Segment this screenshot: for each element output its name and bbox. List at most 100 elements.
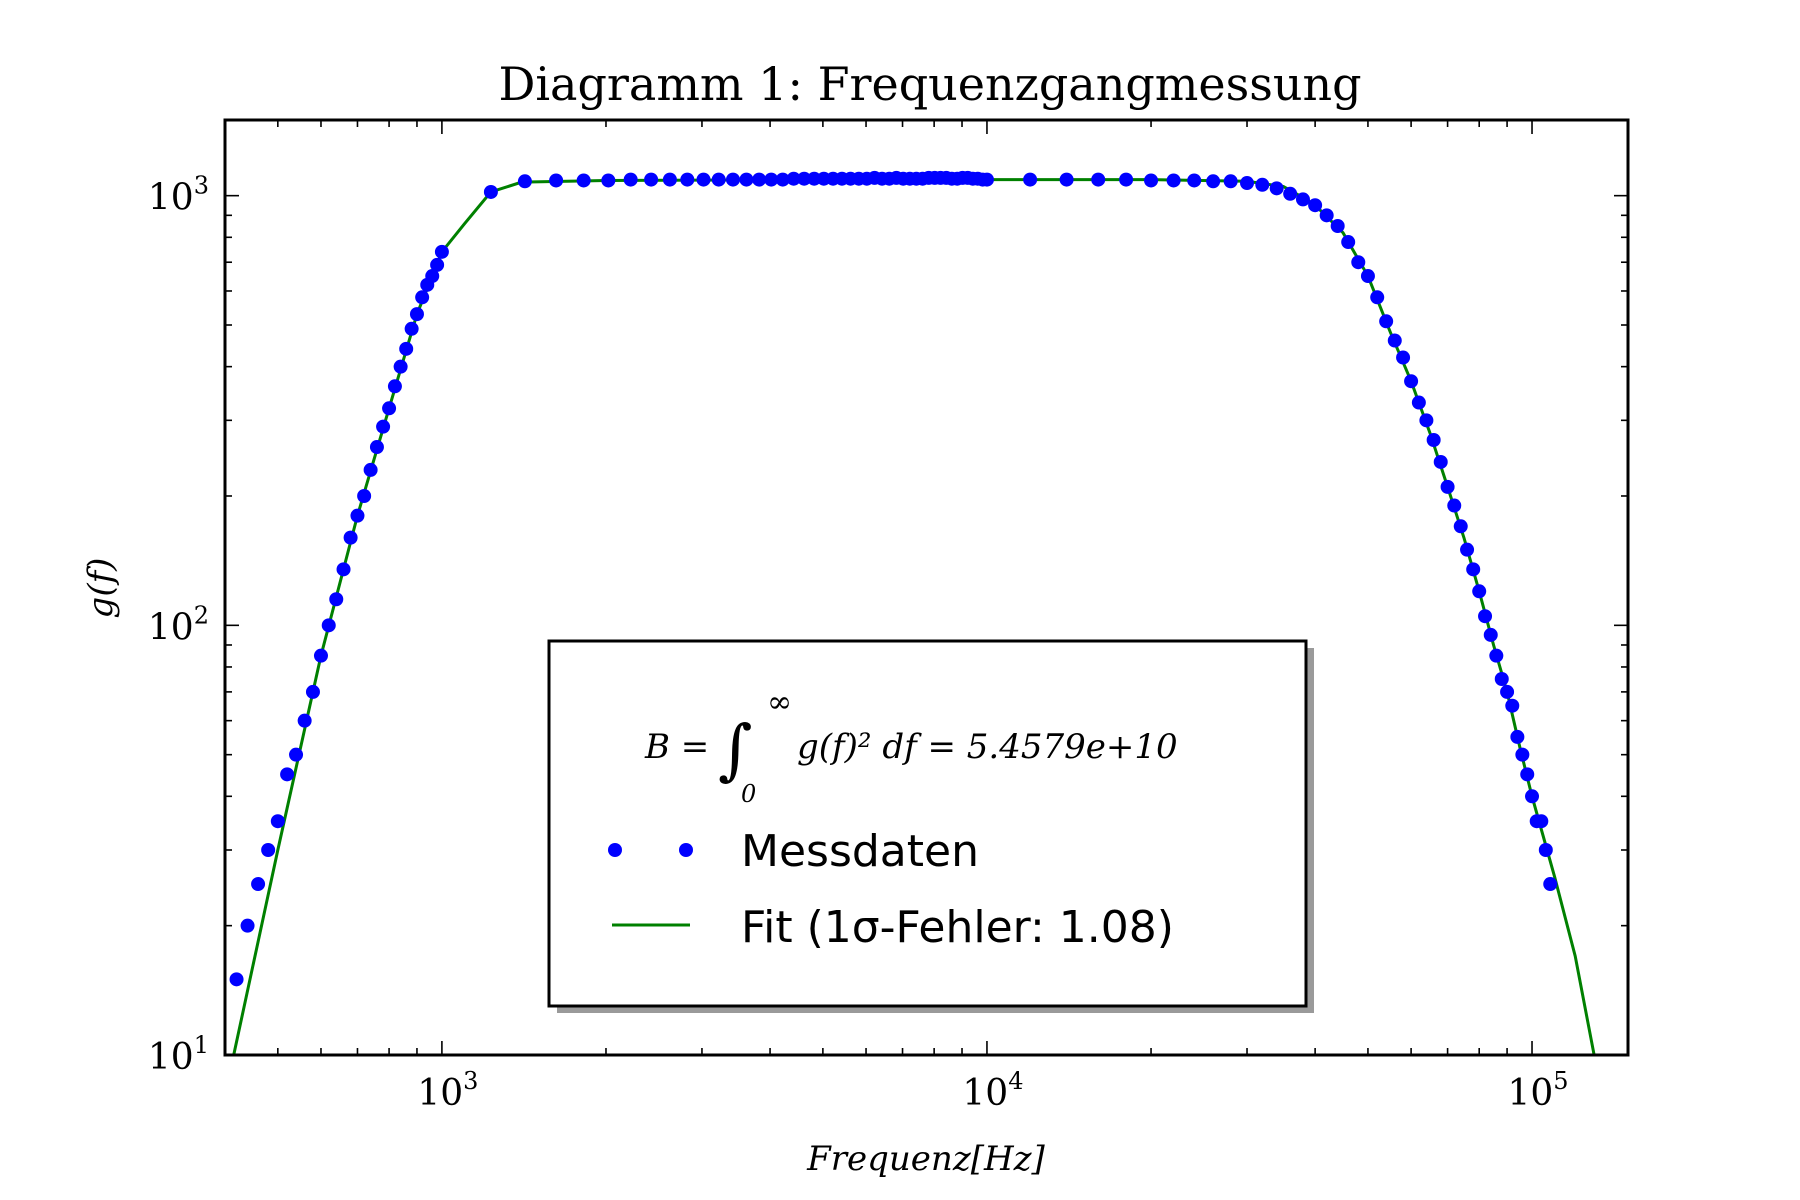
data-point [1396, 350, 1411, 365]
data-point [261, 843, 276, 857]
data-point [289, 747, 304, 762]
data-point [1223, 174, 1238, 189]
axis-tick-labels: 103 104 105 101 102 103 [148, 172, 1569, 1114]
data-point [1483, 627, 1498, 642]
data-point [786, 171, 801, 186]
legend-annotation-integral: ∫ [718, 711, 752, 788]
data-point [1370, 290, 1385, 305]
data-point [270, 814, 285, 829]
data-point [662, 172, 677, 187]
y-tick-label: 103 [148, 172, 209, 219]
data-point [775, 172, 790, 187]
data-point [1206, 174, 1221, 189]
data-point [979, 172, 994, 187]
data-point [1440, 479, 1455, 494]
data-point [240, 918, 255, 933]
data-point [1525, 789, 1540, 804]
data-point [483, 184, 498, 199]
data-point [297, 713, 312, 728]
data-point [1341, 235, 1356, 250]
data-point [1500, 684, 1515, 699]
data-point [1269, 181, 1284, 196]
x-tick-label: 103 [417, 1067, 478, 1114]
data-point [1489, 648, 1504, 663]
data-point [1466, 562, 1481, 577]
plot-area [229, 170, 1596, 1055]
data-point [404, 321, 419, 336]
data-point [1059, 172, 1074, 187]
data-point [357, 488, 372, 503]
data-point [807, 171, 822, 186]
data-point [1023, 172, 1038, 187]
plot-frame [223, 118, 1630, 1057]
data-point [1478, 609, 1493, 624]
legend-annotation-rhs: g(f)² df = 5.4579e+10 [797, 727, 1178, 767]
data-point [1330, 218, 1345, 233]
data-point [601, 173, 616, 188]
data-point [305, 684, 320, 699]
data-point [1240, 176, 1255, 191]
data-point [752, 172, 767, 187]
data-point [1360, 269, 1375, 284]
data-point [1295, 192, 1310, 207]
legend-annotation-upper: ∞ [767, 685, 792, 720]
data-point [399, 341, 414, 356]
data-point [1453, 519, 1468, 534]
data-point [369, 440, 384, 455]
data-point [725, 172, 740, 187]
data-point [1308, 198, 1323, 213]
data-point [1494, 672, 1509, 687]
data-point [1472, 584, 1487, 599]
data-point [1379, 314, 1394, 329]
data-point [1283, 186, 1298, 201]
axis-ticks [224, 120, 1628, 1056]
data-point [1387, 333, 1402, 348]
legend-marker-dot-1 [608, 843, 622, 857]
data-point [280, 767, 295, 782]
data-point [696, 172, 711, 187]
data-point [1447, 498, 1462, 513]
data-point [1255, 177, 1270, 192]
data-point [415, 290, 430, 305]
data-point [1505, 698, 1520, 713]
data-point [1119, 172, 1134, 187]
data-point [1187, 173, 1202, 188]
data-point [1460, 542, 1475, 557]
data-point [739, 172, 754, 187]
data-point [1515, 747, 1530, 762]
data-point [382, 401, 397, 416]
x-tick-label: 105 [1507, 1067, 1568, 1114]
y-axis-label: g(f) [81, 558, 121, 619]
data-point [1319, 208, 1334, 223]
data-point [1520, 767, 1535, 782]
data-point [329, 592, 344, 607]
data-point [1426, 432, 1441, 447]
data-point [434, 244, 449, 259]
y-tick-label: 102 [148, 601, 209, 648]
data-point [1091, 172, 1106, 187]
data-point [393, 359, 408, 374]
data-point [644, 172, 659, 187]
legend-box [547, 639, 1308, 1008]
data-point [764, 172, 779, 187]
data-point [1411, 395, 1426, 410]
data-point [517, 174, 532, 189]
data-point [1534, 814, 1549, 829]
data-point [576, 173, 591, 188]
legend-entry-fit: Fit (1σ-Fehler: 1.08) [741, 902, 1174, 953]
chart-title: Diagramm 1: Frequenzgangmessung [498, 57, 1361, 111]
data-point [711, 172, 726, 187]
data-point [251, 877, 266, 892]
data-point [623, 172, 638, 187]
data-point [680, 172, 695, 187]
x-tick-label: 104 [962, 1067, 1023, 1114]
data-point [1538, 843, 1553, 857]
data-point [321, 618, 336, 633]
data-point [549, 173, 564, 188]
data-point [387, 379, 402, 394]
data-point [425, 269, 440, 284]
data-point [1144, 173, 1159, 188]
data-point [229, 972, 244, 987]
data-point [363, 462, 378, 477]
